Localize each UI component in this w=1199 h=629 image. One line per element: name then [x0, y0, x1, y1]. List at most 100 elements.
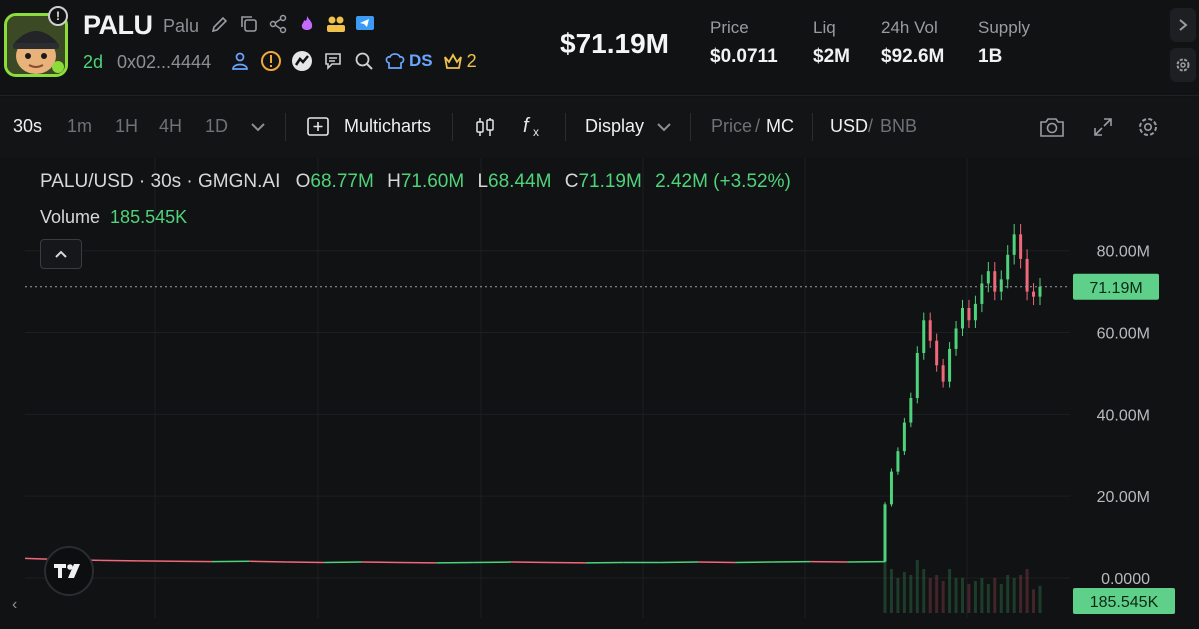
- y-axis-tick-label: 60.00M: [1097, 326, 1150, 343]
- interval-4h[interactable]: 4H: [159, 116, 183, 136]
- gear-icon[interactable]: [1134, 113, 1162, 141]
- current-volume-tag-label: 185.545K: [1090, 594, 1159, 611]
- toggle-slash: /: [755, 116, 761, 136]
- divider: [565, 113, 566, 141]
- candle: [915, 353, 919, 398]
- open-value: 68.77M: [310, 171, 374, 192]
- market-cap-value: $71.19M: [560, 28, 669, 59]
- expand-panel-button[interactable]: [1170, 8, 1196, 42]
- chef-hat-icon[interactable]: [384, 50, 406, 72]
- y-axis-tick-label: 40.00M: [1097, 407, 1150, 424]
- divider: [812, 113, 813, 141]
- price-toggle[interactable]: Price: [711, 116, 753, 136]
- candle: [954, 328, 958, 349]
- chevron-down-icon[interactable]: [244, 113, 272, 141]
- volume-bar: [935, 575, 939, 613]
- token-address[interactable]: 0x02...4444: [117, 52, 212, 72]
- volume-bar: [1038, 585, 1042, 613]
- current-price-tag-label: 71.19M: [1089, 280, 1142, 297]
- collapse-legend-button[interactable]: [40, 239, 82, 269]
- volume-bar: [973, 581, 977, 613]
- candle: [1019, 234, 1023, 259]
- volume-bar: [909, 575, 913, 613]
- stat-label: Price: [710, 18, 749, 37]
- mc-toggle[interactable]: MC: [766, 116, 794, 136]
- telegram-icon[interactable]: [354, 13, 376, 35]
- info-icon[interactable]: !: [48, 6, 68, 26]
- token-age: 2d: [83, 52, 104, 72]
- price-chart[interactable]: 80.00M 60.00M 40.00M 20.00M 0.0000 71.19M 185…: [0, 158, 1199, 629]
- candles-icon[interactable]: [471, 113, 499, 141]
- candle: [993, 271, 997, 292]
- stat-price: Price $0.0711: [710, 18, 778, 68]
- notes-icon[interactable]: [322, 50, 344, 72]
- candle: [1038, 286, 1042, 297]
- candle: [941, 365, 945, 382]
- divider: [452, 113, 453, 141]
- low-label: L: [477, 171, 489, 192]
- svg-text:f: f: [523, 115, 531, 137]
- candle: [1012, 234, 1016, 255]
- scroll-left-icon[interactable]: ‹: [12, 596, 18, 613]
- chart-logo-icon[interactable]: [291, 50, 313, 72]
- divider: [690, 113, 691, 141]
- stat-value: 1B: [978, 46, 1003, 67]
- user-icon[interactable]: [229, 50, 251, 72]
- ohlc-legend: PALU/USD · 30s · GMGN.AI O68.77M H71.60M…: [40, 171, 791, 193]
- volume-bar: [883, 551, 887, 613]
- people-icon[interactable]: [325, 13, 347, 35]
- volume-bar: [1019, 575, 1023, 613]
- crown-icon[interactable]: [442, 50, 464, 72]
- close-label: C: [564, 171, 579, 192]
- candle: [980, 283, 984, 304]
- multicharts-button[interactable]: Multicharts: [344, 116, 432, 136]
- candle: [1006, 254, 1010, 280]
- interval-1h[interactable]: 1H: [115, 116, 139, 136]
- copy-icon[interactable]: [238, 13, 260, 35]
- interval-30s[interactable]: 30s: [13, 116, 43, 136]
- y-axis-tick-label: 0.0000: [1101, 571, 1150, 588]
- search-icon[interactable]: [353, 50, 375, 72]
- candle: [948, 348, 952, 382]
- volume-bar: [902, 572, 906, 613]
- panel-settings-button[interactable]: [1170, 48, 1196, 82]
- open-label: O: [295, 171, 311, 192]
- divider: [285, 113, 286, 141]
- y-axis-tick-label: 20.00M: [1097, 489, 1150, 506]
- chart-canvas[interactable]: 80.00M 60.00M 40.00M 20.00M 0.0000 71.19M 185…: [0, 158, 1199, 629]
- token-actions: [209, 13, 376, 35]
- tradingview-logo[interactable]: [44, 546, 94, 596]
- interval-1m[interactable]: 1m: [67, 116, 93, 136]
- candle: [967, 308, 971, 321]
- token-name: Palu: [163, 16, 200, 36]
- warning-icon[interactable]: [260, 50, 282, 72]
- interval-1d[interactable]: 1D: [205, 116, 229, 136]
- display-dropdown[interactable]: Display: [585, 116, 645, 136]
- token-links: DS 2: [229, 50, 477, 72]
- bnb-toggle[interactable]: BNB: [880, 116, 918, 136]
- close-value: 71.19M: [578, 171, 642, 192]
- volume-bar: [941, 581, 945, 613]
- usd-toggle[interactable]: USD: [830, 116, 869, 136]
- dexscreener-link[interactable]: DS: [409, 51, 433, 70]
- volume-bar: [1025, 569, 1029, 613]
- fire-icon[interactable]: [296, 13, 318, 35]
- volume-bar: [954, 578, 958, 613]
- crown-count: 2: [466, 50, 477, 71]
- camera-icon[interactable]: [1038, 113, 1066, 141]
- stat-value: $92.6M: [881, 46, 945, 67]
- plus-box-icon[interactable]: [304, 113, 332, 141]
- high-value: 71.60M: [400, 171, 465, 192]
- toggle-slash: /: [868, 116, 874, 136]
- edit-icon[interactable]: [209, 13, 231, 35]
- stat-value: $0.0711: [710, 46, 778, 67]
- candle: [922, 320, 926, 353]
- volume-bar: [967, 584, 971, 613]
- share-icon[interactable]: [267, 13, 289, 35]
- chevron-down-icon[interactable]: [650, 113, 678, 141]
- fullscreen-icon[interactable]: [1089, 113, 1117, 141]
- volume-bar: [915, 560, 919, 613]
- volume-label: Volume: [40, 207, 101, 227]
